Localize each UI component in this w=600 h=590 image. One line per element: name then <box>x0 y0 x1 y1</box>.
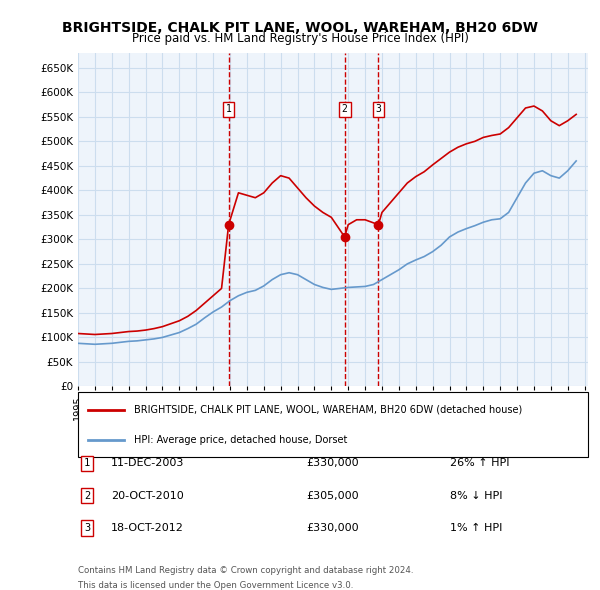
Text: 3: 3 <box>84 523 90 533</box>
FancyBboxPatch shape <box>78 392 588 457</box>
Text: 2: 2 <box>342 104 347 114</box>
Text: 1: 1 <box>84 458 90 468</box>
Text: Price paid vs. HM Land Registry's House Price Index (HPI): Price paid vs. HM Land Registry's House … <box>131 32 469 45</box>
Text: Contains HM Land Registry data © Crown copyright and database right 2024.: Contains HM Land Registry data © Crown c… <box>78 566 413 575</box>
Text: 11-DEC-2003: 11-DEC-2003 <box>111 458 184 468</box>
Text: 2: 2 <box>84 491 90 500</box>
Text: 18-OCT-2012: 18-OCT-2012 <box>111 523 184 533</box>
Text: £330,000: £330,000 <box>306 458 359 468</box>
Text: BRIGHTSIDE, CHALK PIT LANE, WOOL, WAREHAM, BH20 6DW (detached house): BRIGHTSIDE, CHALK PIT LANE, WOOL, WAREHA… <box>134 405 523 415</box>
Text: HPI: Average price, detached house, Dorset: HPI: Average price, detached house, Dors… <box>134 435 347 445</box>
Text: 1: 1 <box>226 104 232 114</box>
Text: 20-OCT-2010: 20-OCT-2010 <box>111 491 184 500</box>
Text: This data is licensed under the Open Government Licence v3.0.: This data is licensed under the Open Gov… <box>78 581 353 590</box>
Text: £330,000: £330,000 <box>306 523 359 533</box>
Text: 8% ↓ HPI: 8% ↓ HPI <box>450 491 503 500</box>
Text: 3: 3 <box>376 104 382 114</box>
Text: BRIGHTSIDE, CHALK PIT LANE, WOOL, WAREHAM, BH20 6DW: BRIGHTSIDE, CHALK PIT LANE, WOOL, WAREHA… <box>62 21 538 35</box>
Text: 1% ↑ HPI: 1% ↑ HPI <box>450 523 502 533</box>
Text: £305,000: £305,000 <box>306 491 359 500</box>
Text: 26% ↑ HPI: 26% ↑ HPI <box>450 458 509 468</box>
